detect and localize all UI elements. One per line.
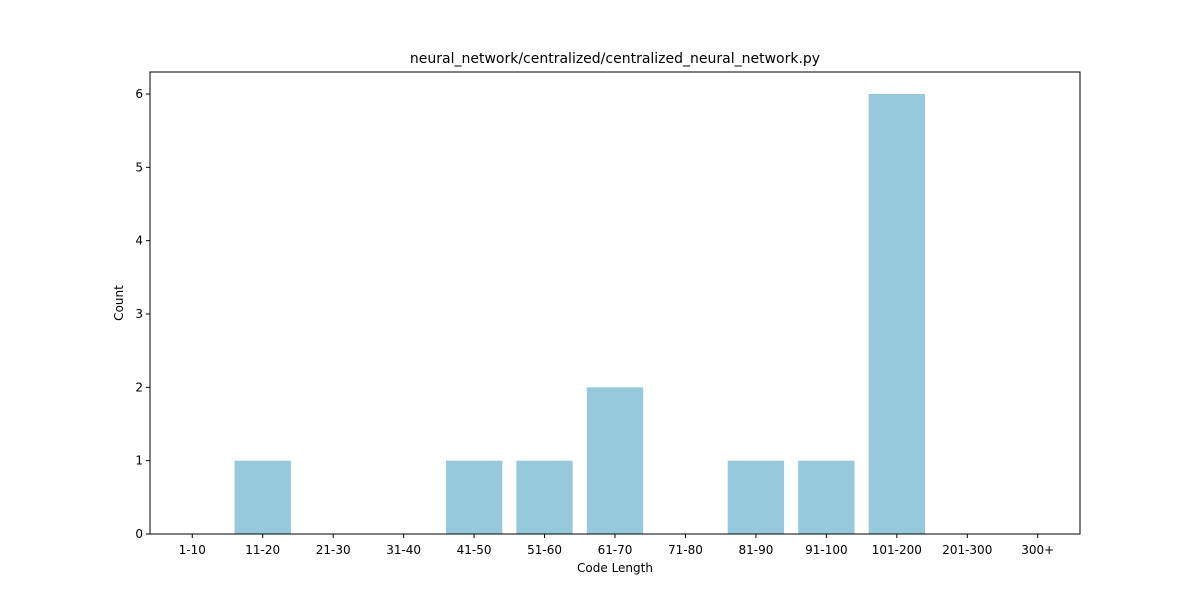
bar-61-70 <box>586 387 644 534</box>
y-tick-label: 5 <box>135 160 143 174</box>
y-tick-label: 2 <box>135 380 143 394</box>
x-tick-label: 81-90 <box>738 543 773 557</box>
x-tick-label: 21-30 <box>316 543 351 557</box>
x-tick-label: 71-80 <box>668 543 703 557</box>
y-axis-ticks: 0 1 2 3 4 5 6 <box>135 87 150 541</box>
y-tick-label: 1 <box>135 454 143 468</box>
x-tick-label: 11-20 <box>245 543 280 557</box>
x-axis-label: Code Length <box>577 561 653 575</box>
x-tick-label: 300+ <box>1021 543 1054 557</box>
x-tick-label: 101-200 <box>872 543 922 557</box>
bar-91-100 <box>798 460 855 534</box>
bar-11-20 <box>234 460 291 534</box>
y-tick-label: 3 <box>135 307 143 321</box>
bar-51-60 <box>516 460 573 534</box>
x-tick-label: 61-70 <box>598 543 633 557</box>
bar-41-50 <box>445 460 503 534</box>
y-tick-label: 6 <box>135 87 143 101</box>
x-tick-label: 31-40 <box>386 543 421 557</box>
plot-frame <box>149 71 1081 535</box>
y-tick-label: 0 <box>135 527 143 541</box>
bars-group <box>234 94 925 534</box>
x-tick-label: 41-50 <box>457 543 492 557</box>
y-tick-label: 4 <box>135 234 143 248</box>
x-tick-label: 91-100 <box>805 543 848 557</box>
chart-title: neural_network/centralized/centralized_n… <box>410 51 820 67</box>
x-tick-label: 201-300 <box>942 543 992 557</box>
x-tick-label: 1-10 <box>179 543 206 557</box>
x-axis-ticks: 1-10 11-20 21-30 31-40 41-50 51-60 61-70 71-80 8… <box>179 534 1054 557</box>
bar-101-200 <box>868 94 925 534</box>
x-tick-label: 51-60 <box>527 543 562 557</box>
y-axis-label: Count <box>112 285 126 321</box>
bar-81-90 <box>727 460 785 534</box>
